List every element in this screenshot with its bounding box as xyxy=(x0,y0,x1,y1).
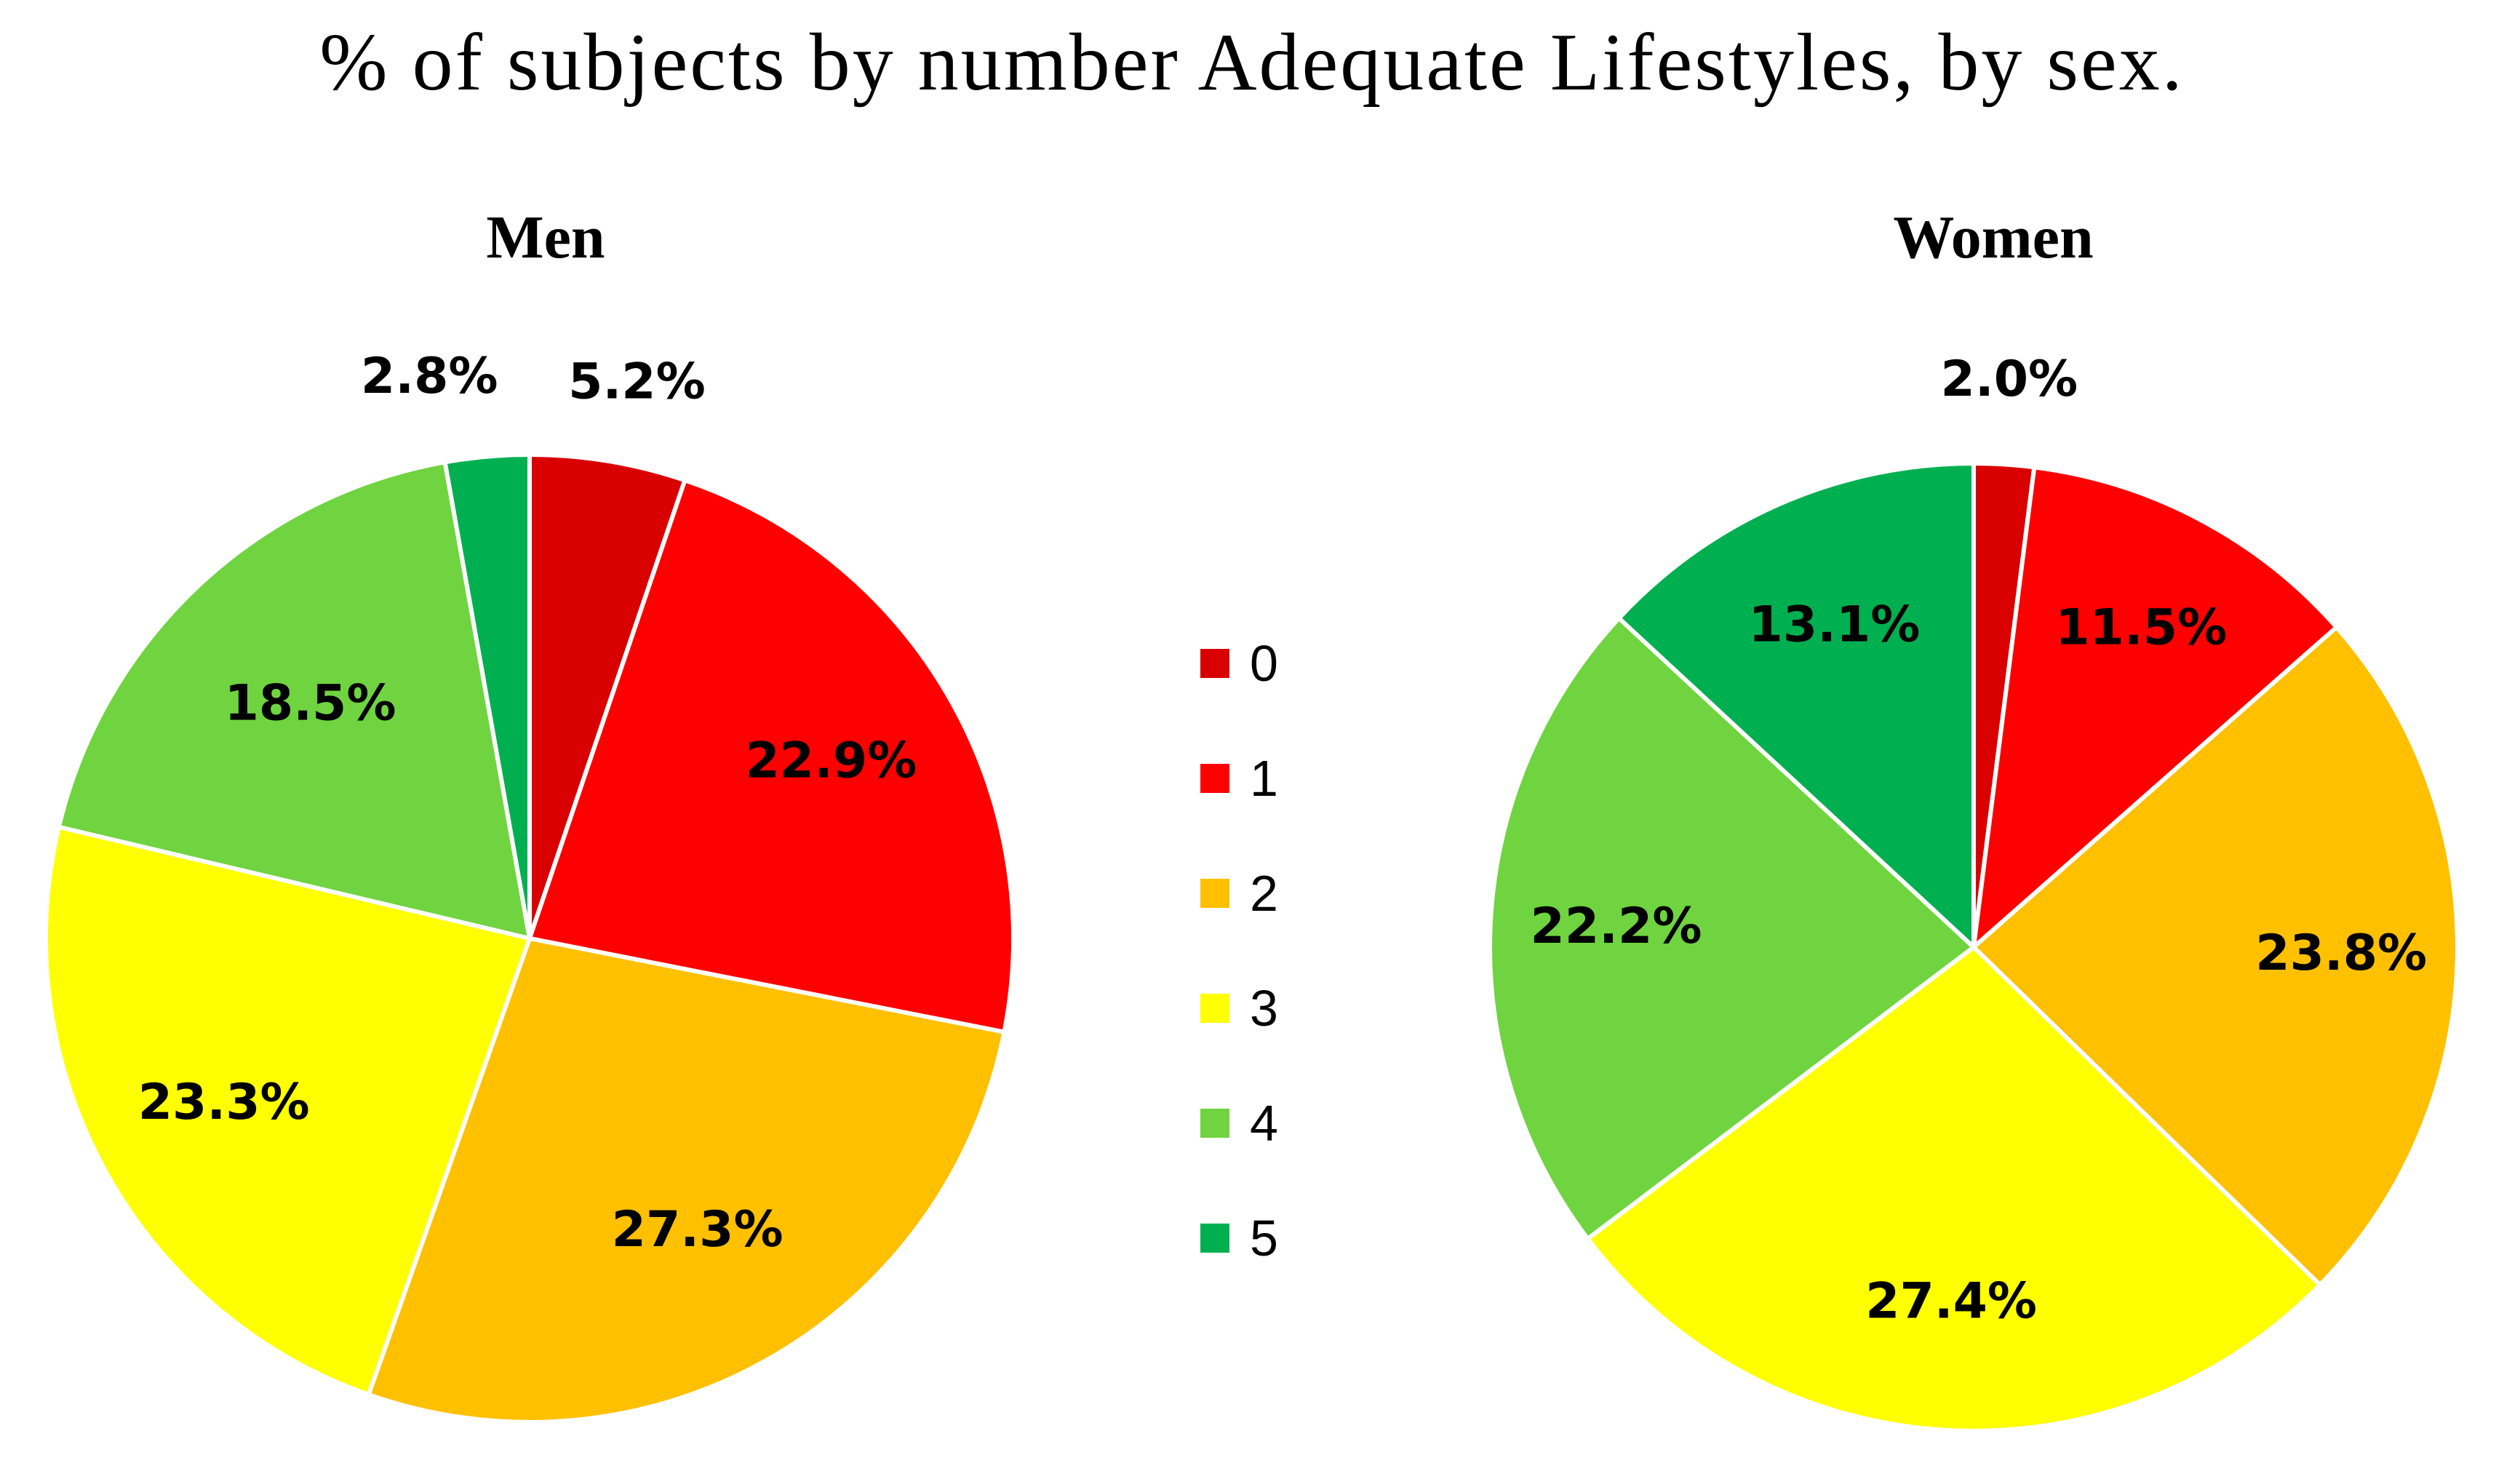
men-pie-title: Men xyxy=(486,204,605,271)
legend-swatch-3 xyxy=(1200,994,1229,1023)
legend-label-5: 5 xyxy=(1250,1210,1278,1266)
legend-item-4: 4 xyxy=(1200,1093,1389,1208)
women-slice-2 xyxy=(1970,623,2460,1288)
men-slice-2 xyxy=(365,936,1007,1424)
women-slice-label-5: 13.1% xyxy=(1749,597,1921,654)
men-slice-label-4: 18.5% xyxy=(225,675,396,733)
legend-item-3: 3 xyxy=(1200,978,1389,1093)
legend-label-3: 3 xyxy=(1250,980,1278,1037)
men-slice-3 xyxy=(44,824,533,1397)
legend-item-2: 2 xyxy=(1200,863,1389,978)
men-slice-label-3: 23.3% xyxy=(138,1074,310,1131)
men-slice-label-5: 2.8% xyxy=(361,348,498,405)
women-slice-label-0: 2.0% xyxy=(1941,351,2078,408)
men-slice-label-0: 5.2% xyxy=(568,353,706,410)
women-slice-label-1: 11.5% xyxy=(2055,599,2227,657)
women-slice-5 xyxy=(1616,460,1976,952)
women-slice-3 xyxy=(1584,944,2324,1433)
legend-label-2: 2 xyxy=(1250,865,1278,922)
chart-title: % of subjects by number Adequate Lifesty… xyxy=(319,17,2185,108)
men-slice-1 xyxy=(527,477,1016,1035)
women-slice-1 xyxy=(1971,464,2340,953)
legend-swatch-0 xyxy=(1200,649,1229,678)
men-slice-4 xyxy=(56,459,533,941)
legend-item-5: 5 xyxy=(1200,1208,1389,1323)
legend: 0 1 2 3 4 5 xyxy=(1200,633,1389,1323)
men-slice-5 xyxy=(442,452,532,939)
women-slice-label-3: 27.4% xyxy=(1865,1273,2037,1331)
legend-item-1: 1 xyxy=(1200,748,1389,863)
legend-item-0: 0 xyxy=(1200,633,1389,748)
legend-swatch-4 xyxy=(1200,1109,1229,1138)
women-slice-label-4: 22.2% xyxy=(1531,898,1702,955)
men-slice-label-1: 22.9% xyxy=(745,733,917,790)
legend-label-0: 0 xyxy=(1250,635,1278,692)
women-slice-label-2: 23.8% xyxy=(2255,925,2427,982)
women-pie-title: Women xyxy=(1893,204,2094,271)
women-slice-4 xyxy=(1488,615,1977,1242)
legend-swatch-5 xyxy=(1200,1224,1229,1253)
men-slice-label-2: 27.3% xyxy=(612,1201,784,1258)
legend-label-1: 1 xyxy=(1250,750,1278,807)
legend-swatch-1 xyxy=(1200,764,1229,793)
legend-swatch-2 xyxy=(1200,879,1229,908)
legend-label-4: 4 xyxy=(1250,1095,1278,1152)
